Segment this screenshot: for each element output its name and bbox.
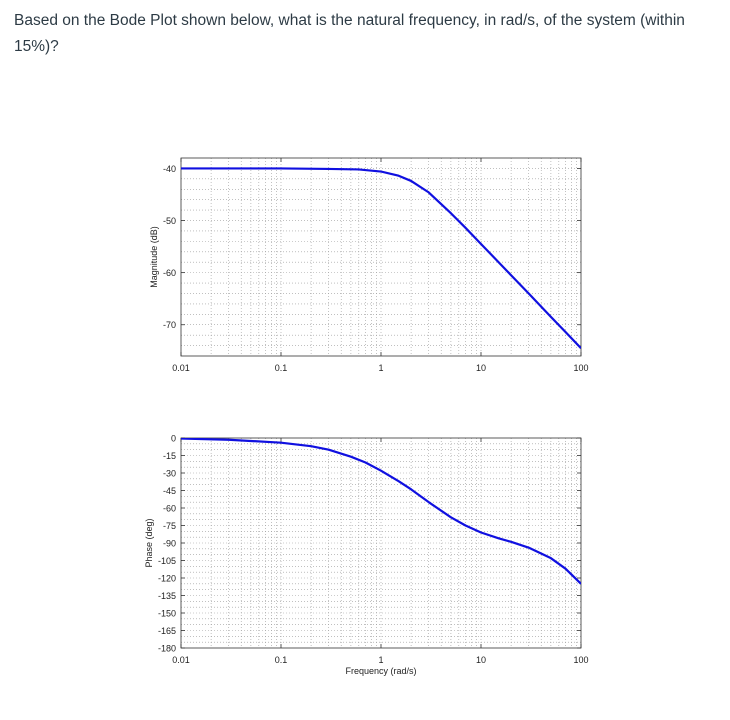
y-tick-label: -60 <box>163 504 176 514</box>
series-line <box>181 438 581 585</box>
y-tick-label: -50 <box>163 216 176 226</box>
y-tick-label: -15 <box>163 451 176 461</box>
y-tick-label: -180 <box>158 644 176 654</box>
x-tick-label: 100 <box>573 655 588 665</box>
x-tick-label: 0.01 <box>172 363 190 373</box>
y-tick-label: -90 <box>163 539 176 549</box>
y-tick-label: -70 <box>163 320 176 330</box>
y-tick-label: -165 <box>158 626 176 636</box>
x-tick-label: 10 <box>476 363 486 373</box>
y-tick-label: -105 <box>158 556 176 566</box>
y-axis-label: Magnitude (dB) <box>149 226 159 288</box>
grid-lines <box>181 438 581 648</box>
y-tick-label: -45 <box>163 486 176 496</box>
x-tick-label: 1 <box>378 363 383 373</box>
x-axis-label: Frequency (rad/s) <box>345 666 416 676</box>
y-tick-label: -75 <box>163 521 176 531</box>
y-axis-label: Phase (deg) <box>144 518 154 567</box>
x-tick-label: 100 <box>573 363 588 373</box>
x-tick-label: 0.01 <box>172 655 190 665</box>
y-tick-label: -30 <box>163 469 176 479</box>
x-tick-label: 0.1 <box>275 655 288 665</box>
question-text: Based on the Bode Plot shown below, what… <box>14 12 685 55</box>
y-tick-label: -150 <box>158 609 176 619</box>
y-tick-label: -135 <box>158 591 176 601</box>
y-tick-label: -40 <box>163 164 176 174</box>
y-tick-label: -120 <box>158 574 176 584</box>
y-tick-label: -60 <box>163 268 176 278</box>
y-tick-label: 0 <box>171 434 176 444</box>
x-tick-label: 10 <box>476 655 486 665</box>
phase-plot: 0.01 0.1 1 10 100 0 -15 -30 -45 -60 -75 -90 -105 -120… <box>144 434 589 677</box>
grid-lines <box>181 158 581 356</box>
x-tick-label: 0.1 <box>275 363 288 373</box>
series-line <box>181 167 581 349</box>
x-tick-label: 1 <box>378 655 383 665</box>
magnitude-plot: 0.01 0.1 1 10 100 -40 -50 -60 -70 Magnitude (dB) <box>149 157 589 373</box>
